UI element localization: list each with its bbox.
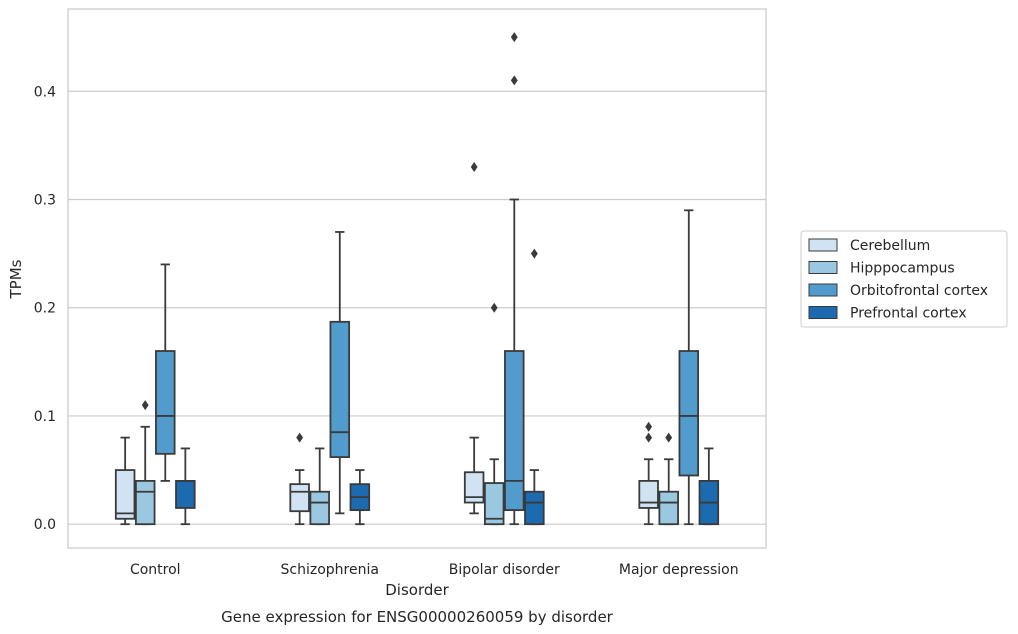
legend-item: Hipppocampus: [808, 261, 955, 277]
box: [504, 350, 525, 512]
box-group: [175, 447, 196, 526]
outlier-point: [530, 248, 538, 259]
y-tick-label: 0.3: [34, 192, 56, 208]
box-group: [638, 421, 659, 526]
box: [678, 350, 700, 477]
outlier-point: [510, 75, 518, 86]
box: [329, 320, 351, 458]
legend-swatch: [808, 306, 838, 319]
y-tick-label: 0.1: [34, 409, 56, 425]
y-axis-ticks: 0.0 0.1 0.2 0.3 0.4: [34, 84, 56, 533]
x-tick-label: Major depression: [619, 562, 739, 578]
y-tick-label: 0.4: [34, 84, 56, 100]
box: [463, 471, 485, 504]
legend-label: Hipppocampus: [850, 261, 955, 277]
outlier-point: [490, 302, 498, 313]
x-tick-label: Schizophrenia: [281, 562, 379, 578]
outlier-point: [645, 432, 653, 443]
box-group: [678, 209, 700, 526]
box-group: [329, 231, 351, 515]
legend-swatch: [808, 238, 838, 252]
box-group: [463, 162, 485, 515]
x-tick-label: Control: [130, 562, 181, 578]
plot-frame: [67, 8, 767, 549]
chart-caption: Gene expression for ENSG00000260059 by d…: [221, 608, 614, 626]
box-group: [289, 432, 310, 526]
y-tick-label: 0.0: [34, 517, 56, 533]
box-group: [504, 32, 525, 526]
box: [483, 482, 505, 526]
legend-frame: [800, 230, 1008, 328]
box: [524, 490, 545, 526]
outlier-point: [510, 32, 518, 43]
legend-label: Orbitofrontal cortex: [850, 283, 988, 299]
y-axis-label: TPMs: [7, 259, 25, 299]
legend-item: Cerebellum: [808, 238, 930, 254]
box: [658, 490, 679, 526]
box: [289, 483, 310, 513]
box-group: [155, 263, 176, 482]
box: [175, 479, 196, 509]
outlier-point: [665, 432, 673, 443]
box-group: [483, 302, 505, 526]
box-group: [698, 447, 720, 526]
box: [309, 490, 330, 526]
x-axis-ticks: Control Schizophrenia Bipolar disorder Majo…: [130, 562, 739, 578]
box: [114, 469, 136, 520]
box-group: [658, 432, 679, 526]
legend-swatch: [808, 283, 838, 297]
legend-item: Prefrontal cortex: [808, 306, 967, 322]
outlier-point: [470, 162, 478, 173]
legend: Cerebellum Hipppocampus Orbitofrontal cort…: [800, 230, 1008, 328]
box-group: [134, 400, 156, 526]
x-tick-label: Bipolar disorder: [449, 562, 560, 578]
x-axis-label: Disorder: [385, 581, 449, 599]
outlier-point: [645, 421, 653, 432]
box-group: [309, 447, 330, 526]
box-group: [114, 436, 136, 526]
legend-item: Orbitofrontal cortex: [808, 283, 988, 299]
box: [134, 479, 156, 526]
box: [638, 479, 659, 509]
legend-swatch: [808, 261, 838, 274]
legend-label: Prefrontal cortex: [850, 306, 967, 322]
outlier-point: [141, 400, 149, 411]
y-tick-label: 0.2: [34, 301, 56, 317]
box-group: [349, 469, 371, 526]
box-group: [524, 248, 545, 526]
box: [155, 350, 176, 455]
box-series: [114, 32, 720, 526]
outlier-point: [296, 432, 304, 443]
legend-label: Cerebellum: [850, 238, 930, 254]
